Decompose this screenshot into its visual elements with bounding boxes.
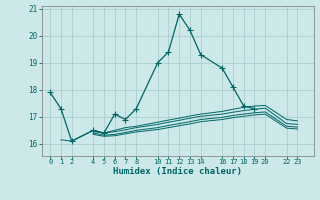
X-axis label: Humidex (Indice chaleur): Humidex (Indice chaleur) xyxy=(113,167,242,176)
